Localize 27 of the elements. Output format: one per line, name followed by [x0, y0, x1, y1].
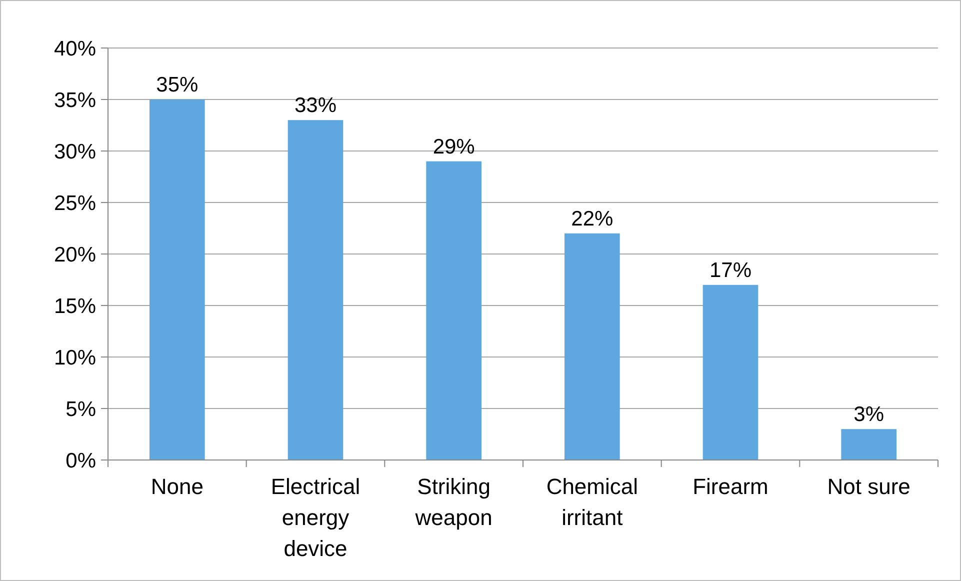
y-tick-label: 5%	[66, 398, 96, 421]
bar	[426, 161, 482, 460]
data-label: 3%	[854, 403, 884, 426]
y-tick-label: 0%	[66, 449, 96, 472]
y-tick-label: 10%	[54, 346, 96, 370]
y-tick-label: 35%	[54, 88, 96, 112]
x-tick-label: Not sure	[827, 474, 910, 499]
x-tick-label: Firearm	[692, 474, 768, 499]
y-tick-label: 40%	[54, 37, 96, 60]
y-tick-label: 20%	[54, 243, 96, 266]
x-tick-label: Striking weapon	[414, 474, 492, 530]
data-label: 33%	[294, 94, 337, 118]
bar	[841, 429, 896, 460]
y-tick-label: 25%	[54, 192, 96, 215]
x-tick-label: None	[150, 474, 204, 499]
data-label: 35%	[156, 74, 198, 96]
data-label: 29%	[432, 135, 475, 158]
data-label: 17%	[709, 258, 752, 282]
x-tick-label: Chemical irritant	[546, 474, 638, 530]
bar	[288, 120, 344, 460]
bar	[150, 100, 205, 460]
x-tick-label: Electrical energy device	[270, 474, 360, 561]
y-tick-label: 30%	[54, 140, 96, 164]
y-tick-label: 15%	[54, 294, 96, 318]
bar	[702, 284, 758, 460]
bar	[564, 233, 620, 460]
data-label: 22%	[571, 207, 614, 230]
